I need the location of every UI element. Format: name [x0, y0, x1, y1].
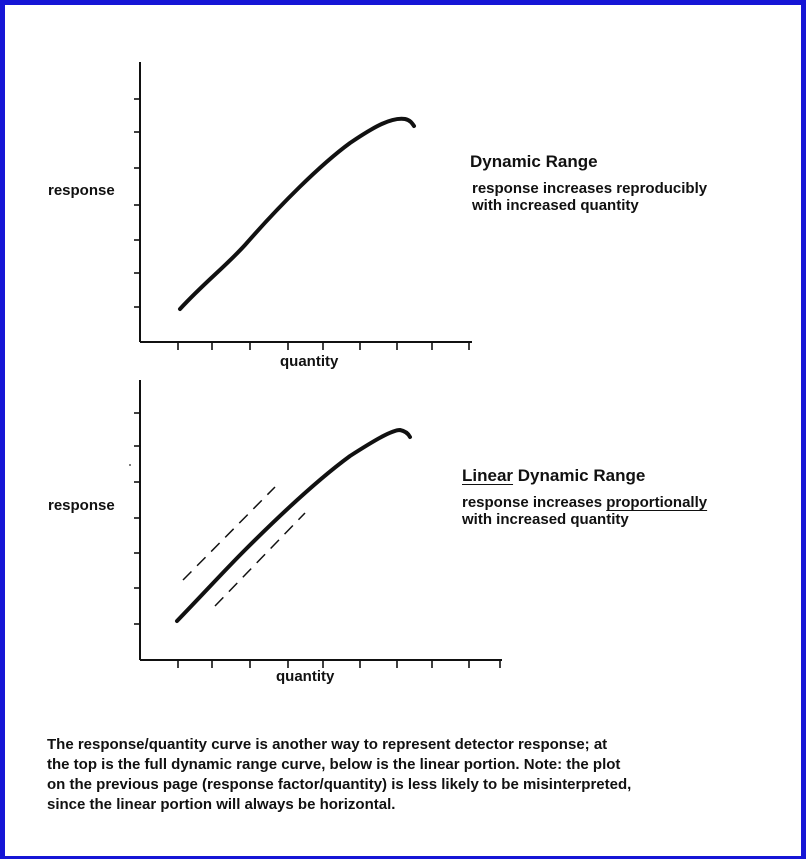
stray-dot: [129, 464, 131, 466]
bottom-annotation-title: Linear Dynamic Range: [462, 466, 645, 486]
top-x-axis-label: quantity: [280, 353, 339, 370]
bottom-y-ticks: [134, 412, 140, 625]
bottom-title-rest: Dynamic Range: [513, 466, 646, 485]
bottom-title-underlined-word: Linear: [462, 466, 514, 485]
figure-caption: The response/quantity curve is another w…: [47, 735, 777, 815]
bottom-plot: [129, 380, 502, 668]
lower-linear-bound-dashed: [214, 512, 306, 607]
bottom-y-axis-label: response: [48, 497, 115, 514]
top-y-axis-label: response: [48, 182, 115, 199]
bottom-response-curve: [175, 427, 412, 623]
top-y-ticks: [134, 98, 140, 308]
caption-line-4: since the linear portion will always be …: [47, 796, 396, 813]
caption-line-3: on the previous page (response factor/qu…: [47, 776, 632, 793]
top-annotation-title: Dynamic Range: [470, 152, 598, 171]
bottom-x-ticks: [177, 660, 501, 668]
top-annotation-line-2: with increased quantity: [472, 197, 639, 214]
top-annotation-line-1: response increases reproducibly: [472, 180, 708, 197]
caption-line-2: the top is the full dynamic range curve,…: [47, 756, 621, 773]
top-response-curve: [178, 116, 416, 311]
top-x-ticks: [177, 342, 470, 350]
bottom-x-axis-label: quantity: [276, 668, 335, 685]
bottom-annotation-line-1-plain: response increases: [462, 494, 607, 511]
bottom-annotation-underlined-word: proportionally: [606, 494, 708, 511]
upper-linear-bound-dashed: [182, 486, 276, 581]
bottom-annotation-line-2: with increased quantity: [462, 511, 629, 528]
caption-line-1: The response/quantity curve is another w…: [47, 736, 608, 753]
bottom-annotation-line-1: response increases proportionally: [462, 494, 707, 511]
top-plot: [134, 62, 472, 350]
